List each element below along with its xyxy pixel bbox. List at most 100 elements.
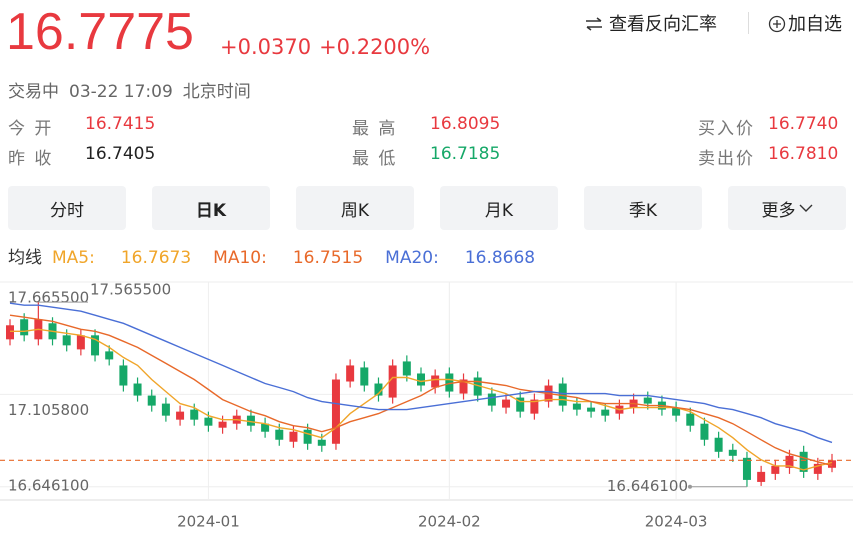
candle-body (176, 411, 185, 420)
tab[interactable]: 更多 (728, 186, 846, 230)
quote-label: 最 低 (352, 149, 398, 169)
candle-body (62, 335, 71, 346)
tab[interactable]: 日K (152, 186, 270, 230)
time: 03-22 17:09 (69, 82, 173, 102)
candle-body (742, 457, 751, 480)
candle-body (445, 373, 454, 392)
ma-line (10, 328, 833, 471)
quote-label: 最 高 (352, 119, 398, 139)
quote-value: 16.7740 (768, 114, 839, 134)
candle-body (289, 431, 298, 442)
legend-value: 16.7673 (120, 248, 192, 268)
tab-label: 更多 (761, 200, 796, 221)
candle-body (672, 407, 681, 416)
candle-body (601, 409, 610, 416)
candle-body (402, 361, 411, 376)
candle-body (572, 403, 581, 410)
chevron (799, 204, 812, 212)
candle-body (757, 471, 766, 482)
candle-body (828, 460, 836, 468)
candle-body (487, 393, 496, 406)
tab[interactable]: 月K (440, 186, 558, 230)
candle-body (218, 421, 227, 428)
plus-icon (768, 15, 786, 33)
tab-label: 分时 (50, 200, 84, 221)
candle-body (204, 417, 213, 426)
timezone: 北京时间 (182, 82, 251, 102)
legend-name: MA20 (385, 248, 443, 268)
tab[interactable]: 周K (296, 186, 414, 230)
candle-body (161, 403, 170, 416)
toggle-rate[interactable]: 查看反向汇率 (585, 10, 717, 36)
candle-body (6, 325, 14, 340)
quote-value: 16.7810 (768, 144, 839, 164)
change: +0.0370 +0.2200% (220, 35, 430, 59)
legend-name: MA5 (52, 248, 99, 268)
tab[interactable]: 季K (584, 186, 702, 230)
ma-line (9, 302, 833, 444)
candle-body (728, 449, 737, 456)
add-watchlist[interactable]: 加自选 (768, 10, 842, 36)
max-marker-label: 17.565500 (90, 281, 171, 299)
legend-entry: MA5 16.7673 (52, 248, 191, 268)
change-pct: +0.2200% (319, 35, 431, 59)
candle-body (91, 335, 100, 356)
y-tick-label: 17.105800 (8, 401, 89, 419)
candle-body (76, 335, 85, 350)
x-tick-label: 2024-03 (645, 513, 708, 531)
status-line: 交易中 03-22 17:09 北京时间 (8, 77, 251, 102)
quote-value: 16.7185 (430, 144, 501, 164)
min-marker-label: 16.646100 (607, 477, 688, 495)
candle-body (516, 397, 525, 412)
legend-entry: MA20 16.8668 (385, 248, 535, 268)
candle-body (119, 365, 128, 386)
quote-value: 16.7405 (85, 144, 156, 164)
swap-icon (586, 17, 602, 31)
candle-body (558, 383, 567, 406)
quote-label: 今 开 (8, 119, 54, 139)
candle-body (431, 375, 440, 388)
candle-body (20, 319, 29, 336)
add-text: 加自选 (788, 14, 842, 35)
change-abs: +0.0370 (220, 35, 312, 59)
tab-label: 周K (340, 200, 370, 221)
candle-body (317, 439, 326, 446)
y-tick-label: 16.646100 (8, 477, 89, 495)
candle-body (629, 399, 638, 408)
tab-label: 月K (484, 200, 514, 221)
candle-body (374, 383, 383, 396)
candle-body (771, 465, 780, 474)
candle-body (147, 395, 156, 406)
candle-body (544, 385, 553, 402)
legend-value: 16.7515 (292, 248, 364, 268)
legend-value: 16.8668 (464, 248, 536, 268)
candle-body (190, 409, 199, 420)
candle-body (615, 405, 624, 414)
candle-body (813, 463, 822, 474)
separator (748, 12, 749, 34)
candle-body (785, 455, 794, 468)
x-tick-label: 2024-02 (418, 513, 481, 531)
candle-body (473, 377, 482, 396)
y-tick-label: 17.665500 (8, 289, 89, 307)
candle-body (417, 373, 425, 386)
candle-body (360, 367, 369, 386)
candle-body (261, 423, 270, 432)
status: 交易中 (8, 82, 59, 102)
candle-body (346, 365, 355, 382)
candle-body (530, 399, 539, 414)
candle-body (34, 319, 43, 340)
tab-label: 季K (628, 200, 658, 221)
candle-body (232, 415, 241, 424)
candle-body (799, 451, 808, 472)
candle-body (331, 379, 340, 444)
quote-label: 昨 收 (8, 149, 54, 169)
x-tick-label: 2024-01 (177, 513, 240, 531)
price: 16.7775 (6, 3, 194, 61)
quote-label: 卖出价 (698, 149, 755, 169)
tab[interactable]: 分时 (8, 186, 126, 230)
candle-body (714, 437, 723, 452)
quote-label: 买入价 (698, 119, 755, 139)
quote-value: 16.8095 (430, 114, 501, 134)
